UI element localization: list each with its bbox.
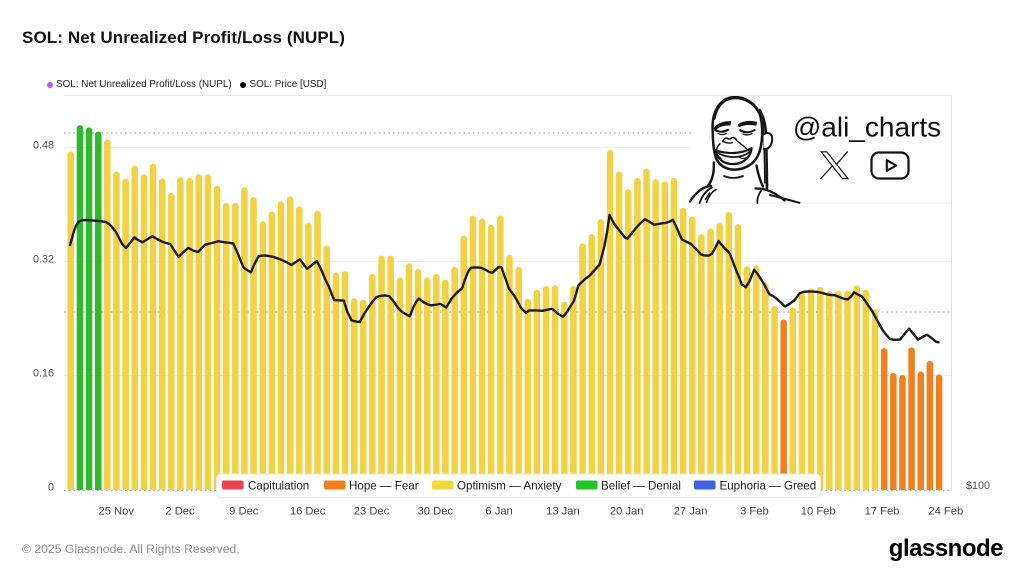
svg-text:27 Jan: 27 Jan <box>674 506 708 518</box>
svg-text:Euphoria — Greed: Euphoria — Greed <box>720 480 817 493</box>
svg-text:Belief — Denial: Belief — Denial <box>601 480 681 493</box>
svg-text:16 Dec: 16 Dec <box>290 506 326 518</box>
svg-text:23 Dec: 23 Dec <box>354 506 390 518</box>
svg-text:3 Feb: 3 Feb <box>740 506 769 518</box>
svg-text:Capitulation: Capitulation <box>248 480 309 493</box>
svg-text:$100: $100 <box>966 480 990 492</box>
svg-text:@ali_charts: @ali_charts <box>793 112 941 143</box>
svg-text:0: 0 <box>48 482 54 494</box>
svg-text:30 Dec: 30 Dec <box>418 506 454 518</box>
svg-text:20 Jan: 20 Jan <box>610 506 644 518</box>
svg-text:0.32: 0.32 <box>33 254 54 266</box>
svg-text:0.16: 0.16 <box>33 368 54 380</box>
svg-text:10 Feb: 10 Feb <box>801 506 836 518</box>
svg-text:9 Dec: 9 Dec <box>229 506 259 518</box>
svg-text:0.48: 0.48 <box>33 140 54 152</box>
svg-text:13 Jan: 13 Jan <box>546 506 580 518</box>
svg-text:17 Feb: 17 Feb <box>865 506 900 518</box>
svg-text:24 Feb: 24 Feb <box>928 506 963 518</box>
svg-text:2 Dec: 2 Dec <box>165 506 195 518</box>
svg-text:Optimism — Anxiety: Optimism — Anxiety <box>457 480 562 493</box>
svg-text:6 Jan: 6 Jan <box>485 506 512 518</box>
svg-text:Hope — Fear: Hope — Fear <box>349 480 419 493</box>
svg-text:25 Nov: 25 Nov <box>98 506 134 518</box>
